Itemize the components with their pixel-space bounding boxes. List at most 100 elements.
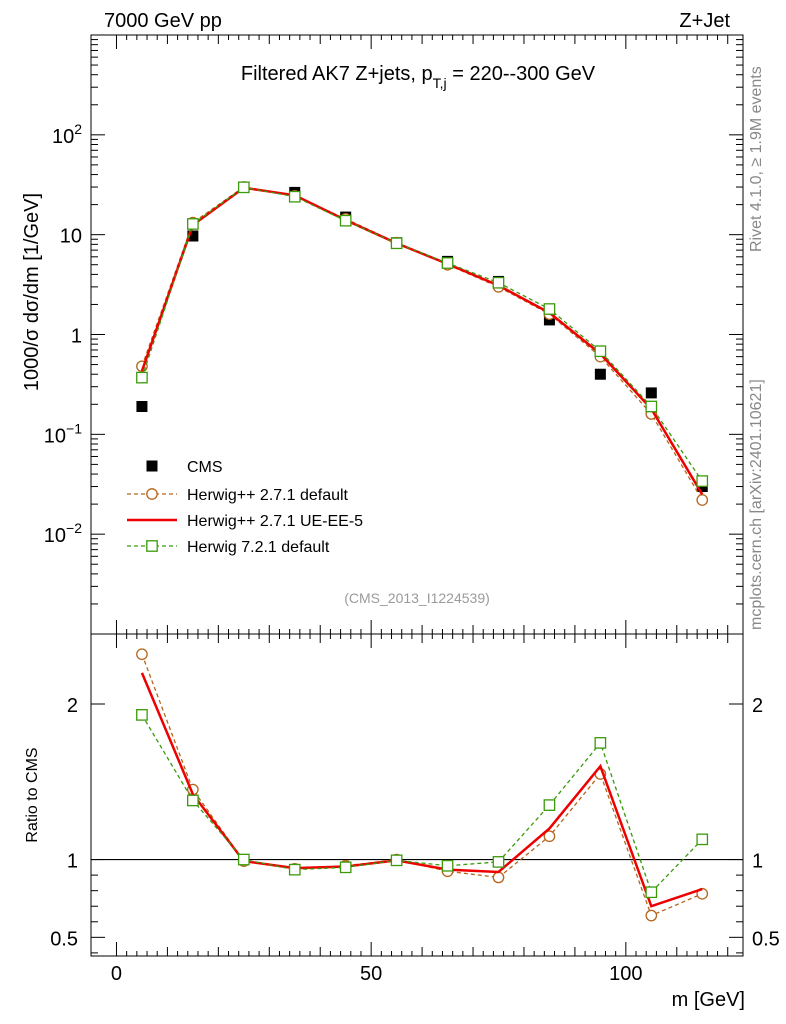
point-herwig-7-2-1-default [187, 218, 199, 230]
title-rest: = 220--300 GeV [447, 63, 596, 85]
ratio-series-herwig-2-7-1-default [136, 648, 709, 922]
ratio-point-herwig-2-7-1-default [543, 830, 556, 843]
ratio-series-herwig-7-2-1-default [136, 709, 709, 899]
ratio-point-herwig-2-7-1-default [136, 648, 148, 661]
series-herwig-2-7-1-ue-ee-5 [140, 186, 704, 496]
ratio-point-herwig-7-2-1-default [696, 833, 709, 846]
main-ytick-label: 10 [60, 226, 82, 248]
ratio-series [136, 648, 709, 922]
main-ytick-label-base: 10 [60, 226, 82, 248]
point-herwig-7-2-1-default [339, 214, 352, 227]
ratio-point-herwig-7-2-1-default [288, 863, 301, 876]
point-herwig-7-2-1-default [492, 276, 505, 289]
legend-item: Herwig++ 2.7.1 UE-EE-5 [127, 513, 363, 530]
legend-label: Herwig 7.2.1 default [187, 539, 330, 556]
legend-item: Herwig 7.2.1 default [127, 539, 330, 556]
ratio-point-herwig-2-7-1-default [645, 909, 658, 922]
ratio-axes: 0.5 0.5 1 1 2 2 0 50 100 [50, 634, 780, 985]
ratio-line-herwig-2-7-1-ue-ee-5 [140, 672, 703, 908]
main-plot: Filtered AK7 Z+jets, pT,j = 220--300 GeV… [21, 34, 744, 635]
ratio-point-herwig-7-2-1-default [492, 856, 505, 868]
point-herwig-7-2-1-default [288, 190, 301, 203]
series-herwig-7-2-1-default [136, 181, 709, 487]
point-herwig-7-2-1-default [543, 303, 556, 315]
ref-label: (CMS_2013_I1224539) [344, 590, 490, 606]
ratio-point-herwig-7-2-1-default [339, 861, 352, 874]
main-ytick-label-exp: −1 [66, 420, 82, 436]
main-series [136, 181, 709, 506]
title-main: Filtered AK7 Z+jets, p [241, 63, 433, 85]
header-left: 7000 GeV pp [104, 10, 222, 32]
point-herwig-7-2-1-default [136, 371, 148, 384]
ratio-ytick-label-left: 2 [67, 695, 78, 717]
series-herwig-2-7-1-default [136, 181, 709, 506]
point-cms [187, 230, 199, 242]
main-title: Filtered AK7 Z+jets, pT,j = 220--300 GeV [241, 63, 596, 91]
header-right: Z+Jet [679, 10, 730, 32]
legend-marker [146, 460, 158, 472]
ratio-ytick-label-right: 0.5 [752, 928, 780, 950]
point-herwig-7-2-1-default [645, 400, 658, 413]
ratio-ylabel: Ratio to CMS [24, 747, 41, 842]
title-sub: T,j [433, 75, 447, 91]
point-herwig-7-2-1-default [390, 237, 403, 250]
point-cms [645, 387, 657, 399]
main-ytick-label-exp: −2 [66, 520, 82, 536]
main-ytick-label-base: 10 [44, 525, 66, 547]
ratio-frame [90, 633, 744, 957]
ratio-point-herwig-7-2-1-default [645, 886, 658, 899]
line-herwig-2-7-1-ue-ee-5 [140, 186, 704, 496]
main-ytick-label-exp: 2 [74, 121, 82, 137]
point-herwig-7-2-1-default [441, 257, 454, 269]
ratio-line-herwig-7-2-1-default [141, 714, 703, 894]
line-herwig-7-2-1-default [141, 186, 703, 482]
ratio-ytick-label-right: 2 [752, 695, 763, 717]
point-herwig-2-7-1-default [696, 494, 709, 506]
point-herwig-7-2-1-default [696, 475, 709, 487]
xtick-label: 0 [111, 963, 122, 985]
rivet-label: Rivet 4.1.0, ≥ 1.9M events [748, 66, 765, 252]
line-herwig-2-7-1-default [141, 186, 703, 501]
xtick-label: 100 [609, 963, 642, 985]
ratio-plot: 0.5 0.5 1 1 2 2 0 50 100 Ratio to CMS m [GeV] [24, 633, 780, 1011]
point-herwig-7-2-1-default [594, 345, 607, 358]
main-ytick-label: 1 [71, 326, 82, 348]
main-ytick-label-base: 1 [71, 326, 82, 348]
ratio-point-herwig-7-2-1-default [441, 859, 454, 872]
ratio-point-herwig-2-7-1-default [492, 871, 505, 884]
main-ytick-label: 102 [52, 121, 82, 148]
point-cms [136, 401, 148, 413]
ratio-point-herwig-7-2-1-default [136, 709, 148, 721]
ratio-point-herwig-7-2-1-default [187, 794, 199, 807]
legend-marker [146, 488, 158, 500]
legend-label: Herwig++ 2.7.1 default [187, 487, 349, 504]
mcplots-label: mcplots.cern.ch [arXiv:2401.10621] [748, 379, 765, 630]
ratio-series-herwig-2-7-1-ue-ee-5 [140, 672, 703, 908]
legend-label: CMS [187, 459, 223, 476]
point-cms [594, 368, 606, 380]
xtick-label: 50 [360, 963, 382, 985]
main-ytick-label: 10−2 [44, 520, 82, 547]
legend-item: Herwig++ 2.7.1 default [127, 487, 349, 504]
main-ylabel: 1000/σ dσ/dm [1/GeV] [21, 193, 43, 391]
series-cms [136, 181, 708, 493]
ratio-point-herwig-7-2-1-default [594, 737, 607, 749]
ratio-point-herwig-7-2-1-default [543, 799, 556, 811]
ratio-point-herwig-7-2-1-default [390, 854, 403, 867]
point-herwig-7-2-1-default [237, 181, 250, 194]
legend: CMS Herwig++ 2.7.1 default Herwig++ 2.7.1 … [127, 459, 363, 556]
xlabel: m [GeV] [672, 989, 745, 1011]
legend-marker [146, 540, 158, 552]
ratio-ytick-label-right: 1 [752, 851, 763, 873]
main-ytick-label-base: 10 [44, 425, 66, 447]
ratio-line-herwig-2-7-1-default [141, 653, 703, 917]
main-ytick-label-base: 10 [52, 126, 74, 148]
ratio-point-herwig-7-2-1-default [237, 853, 250, 866]
main-axes [91, 35, 743, 635]
ratio-ytick-label-left: 1 [67, 851, 78, 873]
ratio-ytick-label-left: 0.5 [50, 928, 78, 950]
main-ytick-label: 10−1 [44, 420, 82, 447]
legend-label: Herwig++ 2.7.1 UE-EE-5 [187, 513, 363, 530]
